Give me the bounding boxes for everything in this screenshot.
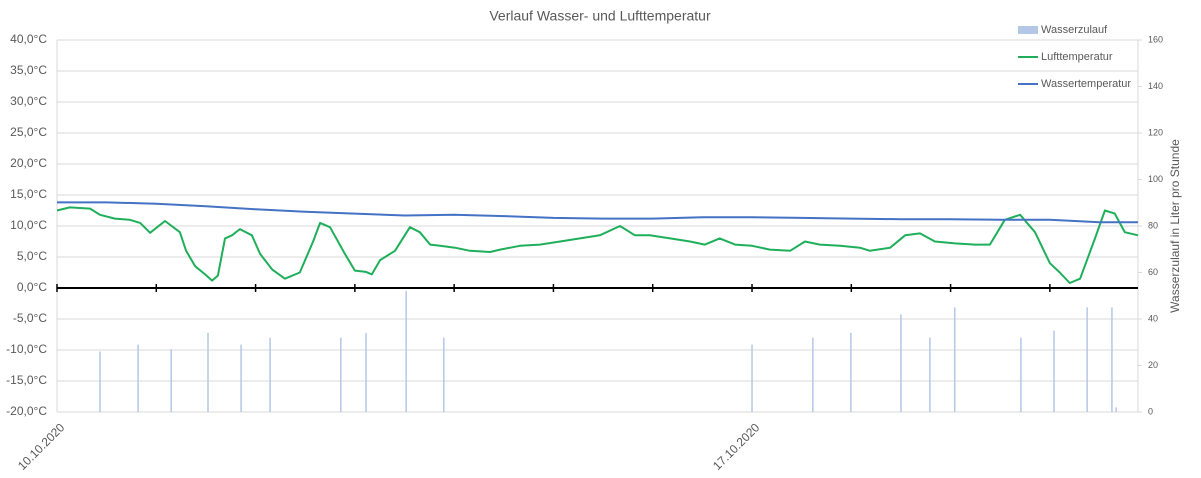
bar: [953, 307, 956, 412]
chart-title: Verlauf Wasser- und Lufttemperatur: [489, 8, 711, 24]
y2-tick-label: 40: [1148, 313, 1158, 323]
y2-axis-title: Wasserzulauf in Liter pro Stunde: [1168, 139, 1182, 313]
bar: [1086, 307, 1088, 412]
bar: [1115, 407, 1117, 412]
bar: [240, 344, 242, 412]
x-tick-label: 10.10.2020: [15, 420, 68, 473]
y-tick-label: 20,0°C: [10, 156, 47, 170]
bar: [269, 337, 271, 412]
y-tick-label: 15,0°C: [10, 187, 47, 201]
y2-tick-label: 80: [1148, 220, 1158, 230]
y-tick-label: -20,0°C: [6, 404, 47, 418]
bar: [812, 337, 814, 412]
x-tick-label: 17.10.2020: [710, 420, 763, 473]
y2-tick-label: 160: [1148, 34, 1163, 44]
bar: [1053, 330, 1055, 412]
line: [57, 201, 1138, 224]
bar: [405, 291, 407, 412]
y-tick-label: 25,0°C: [10, 125, 47, 139]
bar: [170, 349, 172, 412]
y-tick-label: 30,0°C: [10, 94, 47, 108]
y-tick-label: 5,0°C: [17, 249, 47, 263]
bar: [443, 337, 445, 412]
y2-tick-label: 60: [1148, 267, 1158, 277]
y2-tick-label: 120: [1148, 127, 1163, 137]
y-tick-label: 40,0°C: [10, 32, 47, 46]
bar: [340, 337, 342, 412]
bar: [137, 344, 139, 412]
y2-tick-label: 0: [1148, 406, 1153, 416]
legend-label: Wasserzulauf: [1041, 24, 1108, 36]
bar: [1020, 337, 1022, 412]
bar: [929, 337, 931, 412]
bar: [1111, 307, 1113, 412]
legend-swatch: [1018, 26, 1038, 34]
bar: [900, 314, 902, 412]
y-tick-label: 0,0°C: [17, 280, 47, 294]
y-tick-label: 35,0°C: [10, 63, 47, 77]
y2-tick-label: 20: [1148, 360, 1158, 370]
legend-label: Wassertemperatur: [1041, 78, 1131, 90]
bar: [751, 344, 753, 412]
y-tick-label: -10,0°C: [6, 342, 47, 356]
y-tick-label: 10,0°C: [10, 218, 47, 232]
bar: [99, 351, 101, 412]
bar: [850, 332, 852, 412]
bar: [365, 332, 367, 412]
line: [56, 206, 1139, 284]
y-tick-label: -15,0°C: [6, 373, 47, 387]
bar: [207, 332, 209, 412]
y-tick-label: -5,0°C: [13, 311, 47, 325]
y2-tick-label: 140: [1148, 81, 1163, 91]
y2-tick-label: 100: [1148, 174, 1163, 184]
legend-label: Lufttemperatur: [1041, 51, 1113, 63]
